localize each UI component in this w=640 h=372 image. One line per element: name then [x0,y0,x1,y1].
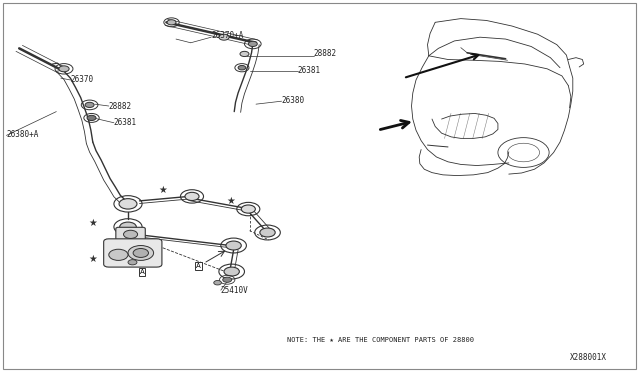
Circle shape [260,228,275,237]
Text: 26370: 26370 [70,76,93,84]
Circle shape [128,246,154,260]
Circle shape [226,241,241,250]
Circle shape [185,192,199,201]
Circle shape [119,199,137,209]
Text: ★: ★ [226,196,235,206]
Circle shape [128,260,137,265]
Circle shape [224,267,239,276]
Circle shape [240,51,249,57]
Text: 28882: 28882 [314,49,337,58]
Circle shape [87,115,96,121]
Text: ★: ★ [88,218,97,228]
Text: 26370+A: 26370+A [211,31,244,40]
Circle shape [219,34,229,40]
Text: 26380: 26380 [282,96,305,105]
Circle shape [109,249,128,260]
Circle shape [59,66,69,72]
Circle shape [241,205,255,213]
Text: 26381: 26381 [114,118,137,126]
Text: 25410V: 25410V [221,286,248,295]
Circle shape [238,65,246,70]
Text: ★: ★ [88,254,97,263]
Circle shape [214,280,221,285]
Text: 26380+A: 26380+A [6,130,39,139]
FancyBboxPatch shape [116,227,145,241]
Circle shape [248,41,257,46]
Text: ★: ★ [159,185,168,195]
Text: NOTE: THE ★ ARE THE COMPONENT PARTS OF 28800: NOTE: THE ★ ARE THE COMPONENT PARTS OF 2… [287,337,474,343]
Circle shape [133,248,148,257]
Text: 26381: 26381 [298,66,321,75]
Text: X288001X: X288001X [570,353,607,362]
Text: A: A [140,269,145,275]
Circle shape [124,230,138,238]
Text: A: A [196,263,201,269]
Circle shape [167,20,176,25]
FancyBboxPatch shape [104,239,162,267]
Circle shape [120,222,136,232]
Text: 28882: 28882 [109,102,132,110]
Circle shape [223,277,232,282]
Circle shape [85,102,94,108]
